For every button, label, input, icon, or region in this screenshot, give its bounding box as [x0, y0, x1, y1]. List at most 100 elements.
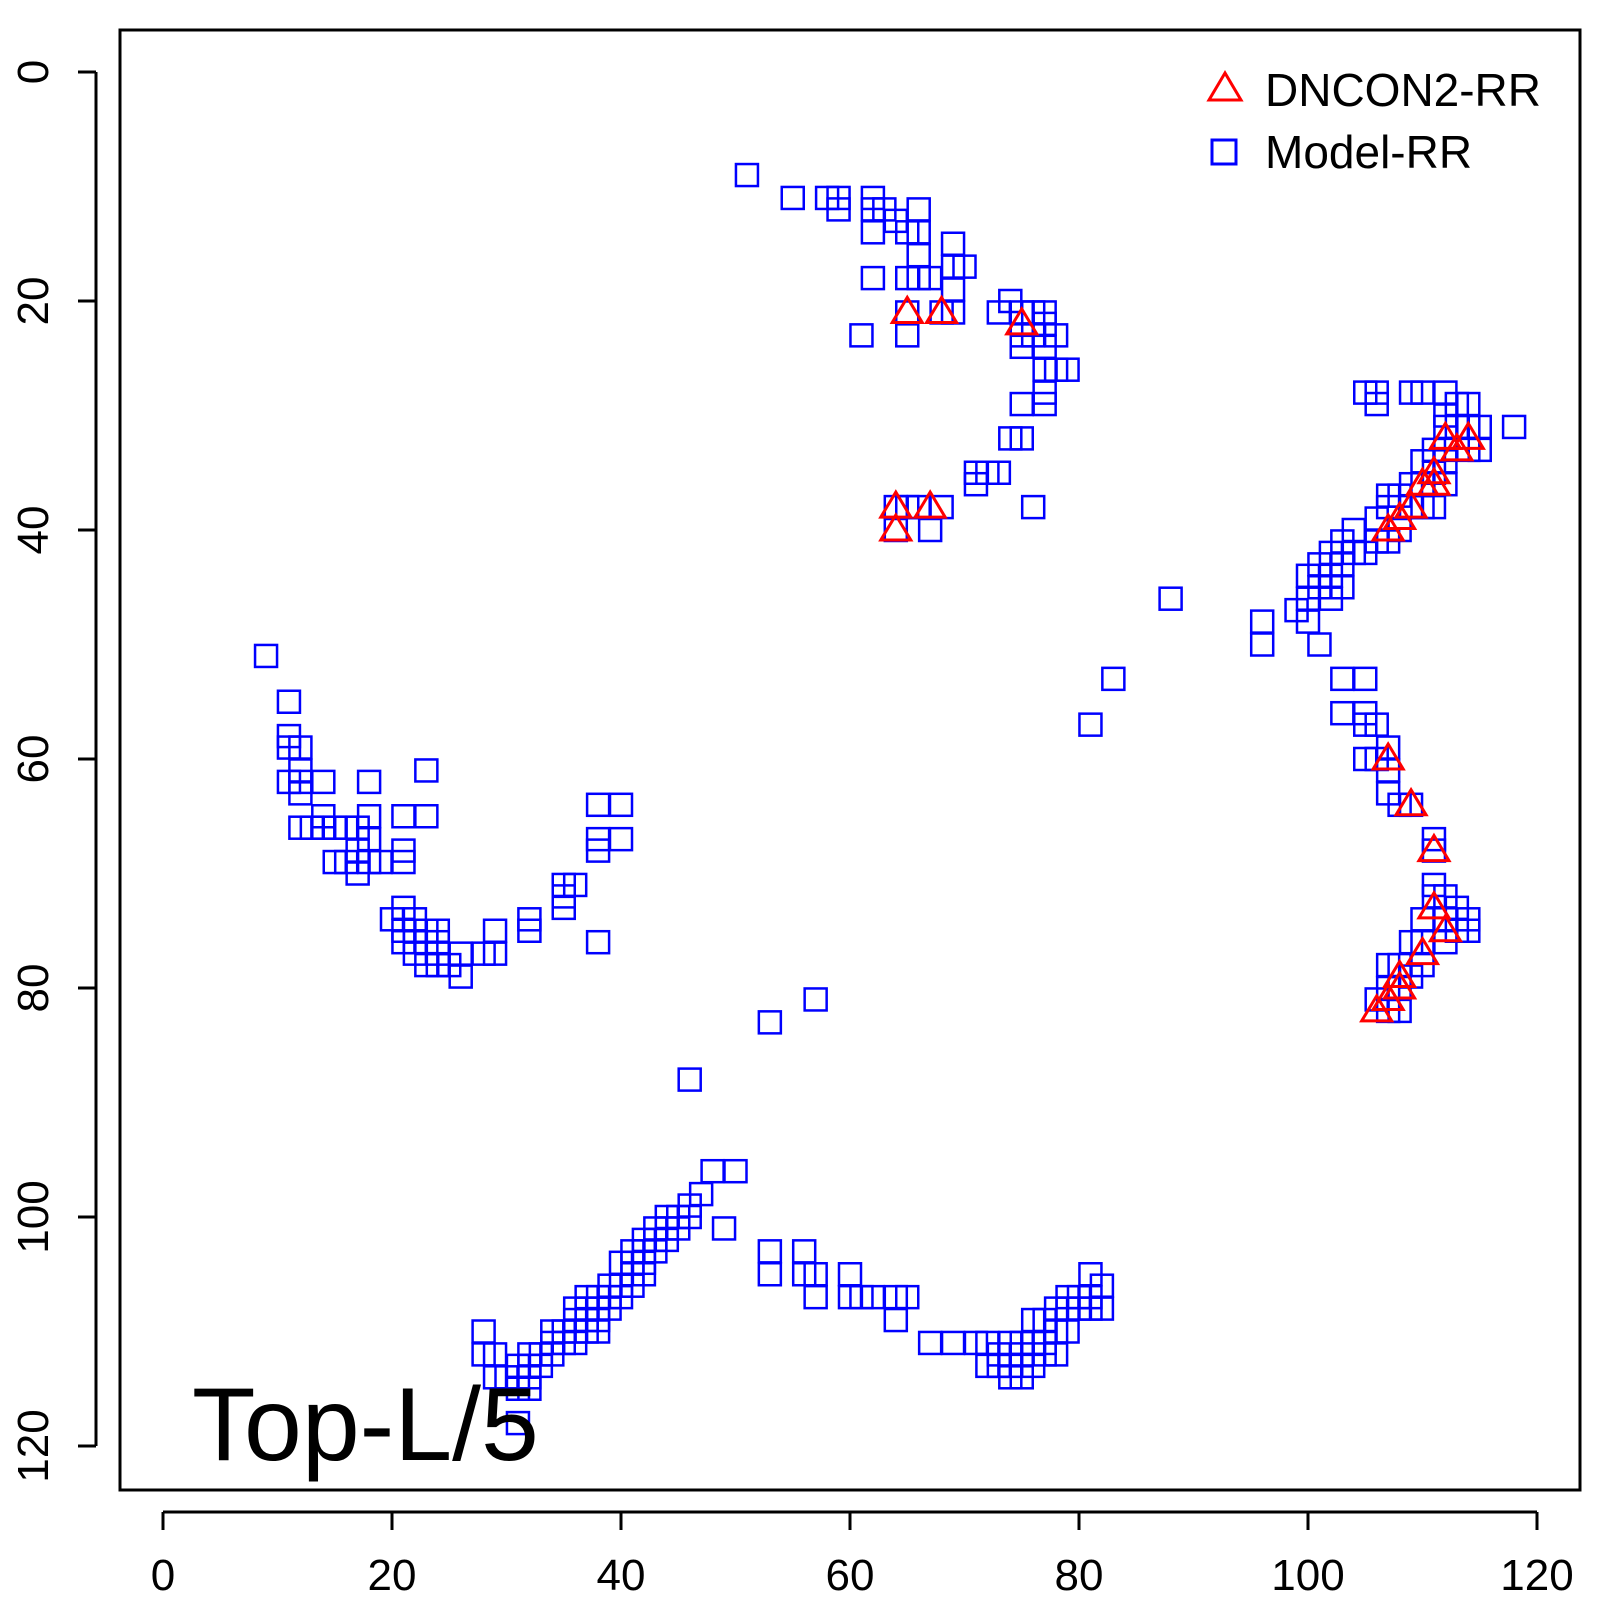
dncon2-rr-point — [1359, 992, 1395, 1023]
model-rr-point — [803, 987, 828, 1012]
dncon2-rr-point — [1427, 912, 1464, 943]
legend-label-model-rr: Model-RR — [1265, 126, 1472, 178]
model-rr-point — [253, 643, 279, 669]
dncon2-rr-point — [923, 294, 960, 324]
model-rr-point — [1330, 700, 1355, 726]
model-rr-point — [1330, 666, 1355, 692]
dncon2-rr-point — [1416, 454, 1452, 485]
x-tick-label: 0 — [151, 1551, 175, 1600]
model-rr-point — [952, 254, 977, 279]
model-rr-point — [608, 826, 634, 852]
dncon2-rr-point — [1370, 741, 1406, 771]
model-rr-point — [276, 689, 302, 714]
legend-label-dncon2-rr: DNCON2-RR — [1265, 64, 1541, 116]
model-rr-point — [482, 918, 508, 943]
model-rr-point — [780, 185, 805, 211]
model-rr-point — [608, 792, 634, 818]
model-rr-point — [860, 265, 886, 291]
model-rr-point — [471, 1319, 496, 1344]
dncon2-rr-point — [878, 512, 914, 542]
y-tick-label: 120 — [9, 1409, 58, 1482]
model-rr-point — [940, 231, 966, 256]
model-rr-point — [906, 197, 931, 222]
model-rr-point — [895, 323, 920, 348]
dncon2-rr-point — [1450, 420, 1486, 450]
y-tick-label: 100 — [9, 1180, 58, 1253]
model-rr-point — [517, 918, 542, 943]
model-rr-point — [849, 1284, 874, 1310]
model-rr-point — [1284, 597, 1309, 623]
legend: DNCON2-RR Model-RR — [1206, 64, 1541, 178]
plot-area-frame — [118, 28, 1582, 1492]
y-axis: 0 20 40 60 80 100 120 — [9, 60, 98, 1483]
dncon2-rr-point — [1427, 420, 1464, 450]
model-rr-point — [414, 804, 439, 829]
model-rr-point — [1501, 414, 1527, 440]
y-tick-label: 20 — [9, 277, 58, 326]
x-tick-label: 20 — [368, 1551, 417, 1600]
model-rr-point — [883, 1307, 909, 1333]
dncon2-rr-point — [1004, 305, 1040, 336]
y-tick-label: 60 — [9, 735, 58, 784]
model-rr-point — [711, 1216, 737, 1241]
model-rr-point — [917, 517, 943, 543]
dncon2-rr-point — [1416, 889, 1452, 920]
model-rr-point — [837, 1262, 863, 1287]
model-rr-point — [1055, 357, 1080, 382]
model-rr-point — [1158, 586, 1183, 611]
model-rr-point — [448, 964, 473, 989]
x-tick-label: 120 — [1500, 1551, 1573, 1600]
model-rr-point — [1009, 391, 1034, 417]
model-rr-point — [917, 1330, 943, 1356]
legend-square-marker — [1210, 138, 1238, 166]
model-rr-point — [1307, 632, 1332, 657]
model-rr-point — [895, 1284, 920, 1310]
model-rr-point — [356, 769, 382, 795]
model-rr-point — [391, 849, 416, 875]
x-tick-label: 100 — [1271, 1551, 1344, 1600]
model-rr-point — [311, 769, 336, 795]
model-rr-point — [734, 162, 760, 188]
dncon2-rr-point — [1370, 981, 1406, 1011]
dncon2-rr-point — [1381, 958, 1418, 989]
model-rr-point — [471, 1342, 496, 1367]
model-rr-point — [803, 1284, 828, 1310]
y-tick-label: 0 — [9, 60, 58, 84]
dncon2-rr-point — [1393, 786, 1429, 817]
model-rr-point — [826, 197, 851, 222]
dncon2-rr-point — [1370, 512, 1406, 542]
model-rr-point — [414, 758, 439, 783]
model-rr-point — [700, 1158, 725, 1184]
model-rr-point — [723, 1158, 748, 1184]
model-rr-point — [757, 1262, 783, 1287]
model-rr-point — [562, 872, 588, 898]
model-rr-point — [585, 792, 611, 818]
dncon2-rr-point — [1439, 431, 1475, 462]
model-rr-point — [940, 1330, 966, 1356]
dncon2-rr-point — [889, 294, 925, 324]
model-rr-point — [391, 804, 416, 829]
dncon2-rr-point — [1381, 970, 1418, 1000]
model-rr-point — [505, 1410, 531, 1436]
model-rr-point — [345, 838, 370, 863]
model-rr-point — [1249, 609, 1275, 634]
model-rr-point — [1089, 1296, 1115, 1321]
model-rr-point — [757, 1239, 783, 1264]
model-rr-point — [677, 1067, 702, 1092]
model-rr-point — [1020, 494, 1046, 520]
model-rr-point — [849, 323, 874, 348]
model-rr-point — [1101, 666, 1126, 692]
model-rr-point — [1009, 426, 1034, 451]
model-rr-point — [1078, 712, 1103, 737]
model-rr-point — [1364, 391, 1389, 417]
model-rr-point — [791, 1239, 817, 1264]
model-rr-markers — [253, 162, 1527, 1436]
model-rr-point — [585, 929, 611, 955]
y-tick-label: 40 — [9, 506, 58, 555]
y-tick-label: 80 — [9, 964, 58, 1013]
dncon2-rr-markers — [878, 294, 1486, 1023]
dncon2-rr-point — [1381, 500, 1418, 531]
top-l5-annotation: Top-L/5 — [192, 1367, 539, 1483]
model-rr-point — [1353, 666, 1378, 692]
